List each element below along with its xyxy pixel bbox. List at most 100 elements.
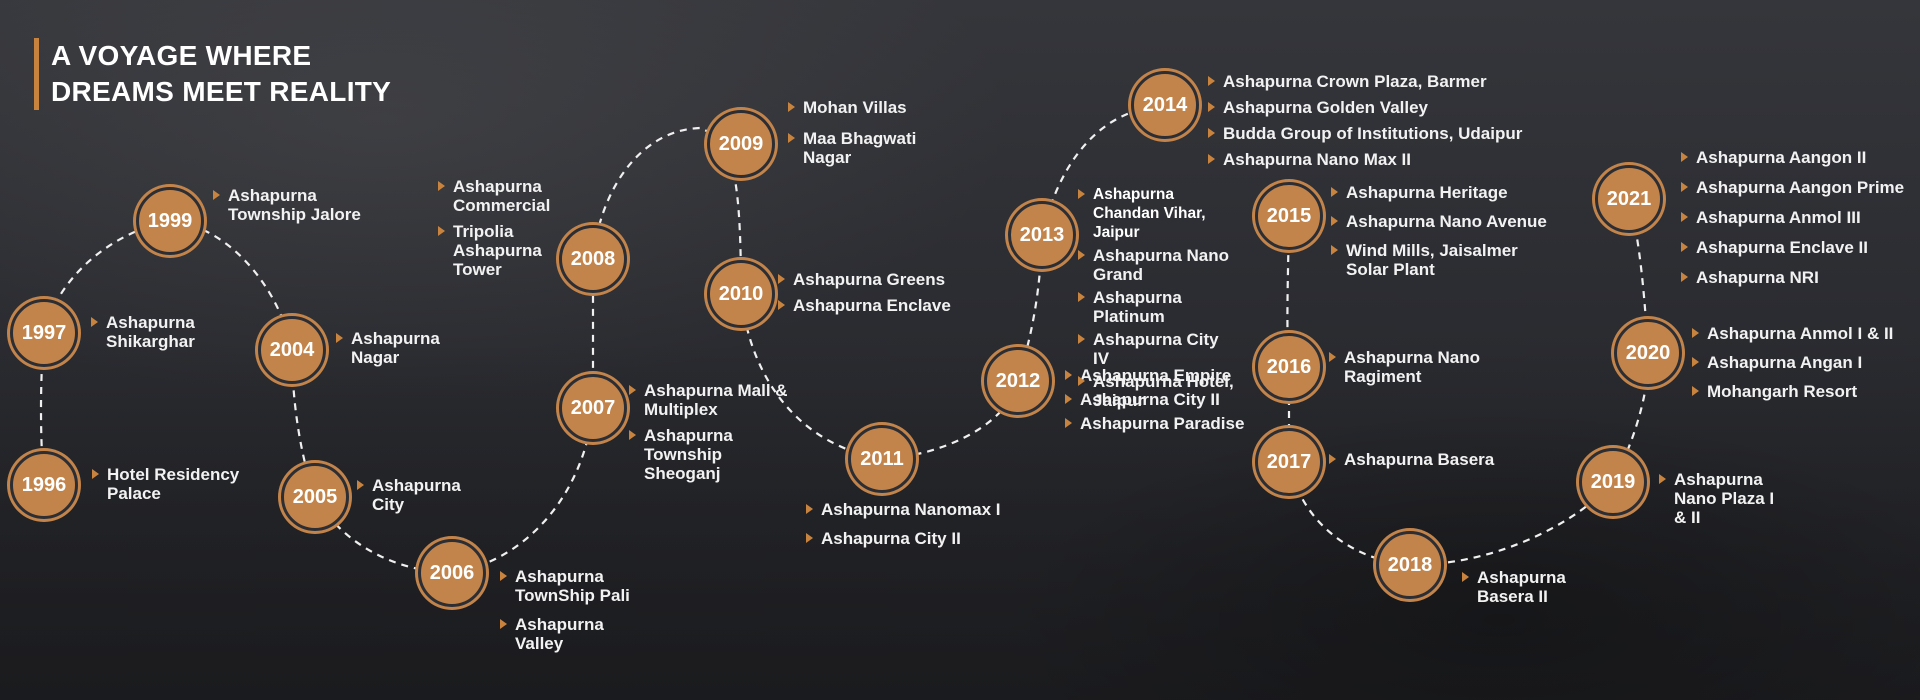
milestone-item: Ashapurna City II xyxy=(805,529,1025,548)
milestone-item: Ashapurna Hotel, Jaipur xyxy=(1077,372,1237,410)
milestone-item: Ashapurna City xyxy=(356,476,476,514)
milestone-item: Ashapurna Greens xyxy=(777,270,977,289)
milestone-list-2007: Ashapurna Mall & Multiplex Ashapurna Tow… xyxy=(628,381,798,490)
page-title-line-1: A VOYAGE WHERE xyxy=(51,40,312,71)
year-label: 2015 xyxy=(1266,204,1312,227)
milestone-item: Ashapurna Township Sheoganj xyxy=(628,426,798,483)
milestone-item: Ashapurna Enclave II xyxy=(1680,238,1915,257)
year-node-2018[interactable]: 2018 xyxy=(1376,531,1444,599)
milestone-item: Ashapurna Nagar xyxy=(335,329,455,367)
milestone-item: Ashapurna Crown Plaza, Barmer xyxy=(1207,72,1537,91)
year-node-2019[interactable]: 2019 xyxy=(1579,448,1647,516)
milestone-item: Ashapurna TownShip Pali xyxy=(499,567,649,605)
year-label: 2006 xyxy=(429,561,475,584)
milestone-item: Tripolia Ashapurna Tower xyxy=(437,222,557,279)
milestone-item: Ashapurna Golden Valley xyxy=(1207,98,1537,117)
milestone-item: Ashapurna Shikarghar xyxy=(90,313,220,351)
milestone-list-2010: Ashapurna Greens Ashapurna Enclave xyxy=(777,270,977,322)
year-node-2012[interactable]: 2012 xyxy=(984,347,1052,415)
year-node-2016[interactable]: 2016 xyxy=(1255,333,1323,401)
year-node-2021[interactable]: 2021 xyxy=(1595,165,1663,233)
year-node-2013[interactable]: 2013 xyxy=(1008,201,1076,269)
year-node-2009[interactable]: 2009 xyxy=(707,110,775,178)
milestone-item: Ashapurna Platinum xyxy=(1077,288,1237,326)
milestone-item: Budda Group of Institutions, Udaipur xyxy=(1207,124,1537,143)
year-label: 2004 xyxy=(269,338,315,361)
year-node-2004[interactable]: 2004 xyxy=(258,316,326,384)
milestone-item: Ashapurna Aangon II xyxy=(1680,148,1915,167)
milestone-item: Ashapurna Nano Plaza I & II xyxy=(1658,470,1778,527)
milestone-item: Mohan Villas xyxy=(787,98,917,117)
milestone-item: Ashapurna Valley xyxy=(499,615,649,653)
milestone-list-2014: Ashapurna Crown Plaza, Barmer Ashapurna … xyxy=(1207,72,1537,176)
year-node-1996[interactable]: 1996 xyxy=(10,451,78,519)
milestone-list-2018: Ashapurna Basera II xyxy=(1461,568,1581,613)
milestone-item: Ashapurna City II xyxy=(1064,390,1274,409)
milestone-list-2006: Ashapurna TownShip Pali Ashapurna Valley xyxy=(499,567,649,660)
milestone-item: Ashapurna NRI xyxy=(1680,268,1915,287)
milestone-item: Ashapurna Township Jalore xyxy=(212,186,382,224)
milestone-item: Ashapurna Anmol III xyxy=(1680,208,1915,227)
milestone-item: Ashapurna City IV xyxy=(1077,330,1237,368)
year-node-2014[interactable]: 2014 xyxy=(1131,71,1199,139)
milestone-list-2015: Ashapurna Heritage Ashapurna Nano Avenue… xyxy=(1330,183,1550,286)
milestone-list-2021: Ashapurna Aangon II Ashapurna Aangon Pri… xyxy=(1680,148,1915,294)
year-node-1997[interactable]: 1997 xyxy=(10,299,78,367)
year-label: 2012 xyxy=(995,369,1041,392)
year-node-2006[interactable]: 2006 xyxy=(418,539,486,607)
milestone-item: Ashapurna Angan I xyxy=(1691,353,1911,372)
milestone-list-2012: Ashapurna Empire Ashapurna City II Ashap… xyxy=(1064,366,1274,440)
year-node-2011[interactable]: 2011 xyxy=(848,425,916,493)
milestone-list-2008: Ashapurna Commercial Tripolia Ashapurna … xyxy=(437,177,557,286)
milestone-item: Mohangarh Resort xyxy=(1691,382,1911,401)
milestone-item: Ashapurna Paradise xyxy=(1064,414,1274,433)
milestone-list-1997: Ashapurna Shikarghar xyxy=(90,313,220,358)
year-label: 2013 xyxy=(1019,223,1065,246)
year-node-2008[interactable]: 2008 xyxy=(559,225,627,293)
milestone-list-2016: Ashapurna Nano Ragiment xyxy=(1328,348,1508,393)
year-node-2005[interactable]: 2005 xyxy=(281,463,349,531)
year-label: 2005 xyxy=(292,485,338,508)
milestone-item: Hotel Residency Palace xyxy=(91,465,261,503)
milestone-list-2004: Ashapurna Nagar xyxy=(335,329,455,374)
year-label: 1999 xyxy=(147,209,193,232)
milestone-item: Ashapurna Nano Avenue xyxy=(1330,212,1550,231)
milestone-list-2005: Ashapurna City xyxy=(356,476,476,521)
year-label: 2008 xyxy=(570,247,616,270)
year-label: 2016 xyxy=(1266,355,1312,378)
year-label: 2009 xyxy=(718,132,764,155)
year-label: 2011 xyxy=(860,447,904,470)
milestone-item: Maa Bhagwati Nagar xyxy=(787,129,917,167)
milestone-list-2009: Mohan Villas Maa Bhagwati Nagar xyxy=(787,98,917,174)
milestone-list-2017: Ashapurna Basera xyxy=(1328,450,1548,476)
year-node-2020[interactable]: 2020 xyxy=(1614,319,1682,387)
milestone-item: Ashapurna Mall & Multiplex xyxy=(628,381,798,419)
milestone-item: Ashapurna Commercial xyxy=(437,177,557,215)
milestone-item: Ashapurna Anmol I & II xyxy=(1691,324,1911,343)
year-node-2007[interactable]: 2007 xyxy=(559,374,627,442)
milestone-list-1996: Hotel Residency Palace xyxy=(91,465,261,510)
year-label: 2021 xyxy=(1606,187,1652,210)
milestone-item: Ashapurna Heritage xyxy=(1330,183,1550,202)
year-label: 2019 xyxy=(1590,470,1636,493)
year-label: 2018 xyxy=(1387,553,1433,576)
milestone-item: Ashapurna Aangon Prime xyxy=(1680,178,1915,197)
milestone-list-2013: Ashapurna Chandan Vihar, Jaipur Ashapurn… xyxy=(1077,185,1237,417)
year-node-1999[interactable]: 1999 xyxy=(136,187,204,255)
milestone-item: Ashapurna Nanomax I xyxy=(805,500,1025,519)
milestone-list-2019: Ashapurna Nano Plaza I & II xyxy=(1658,470,1778,534)
milestone-list-2011: Ashapurna Nanomax I Ashapurna City II xyxy=(805,500,1025,555)
page-title-line-2: DREAMS MEET REALITY xyxy=(51,76,392,107)
year-label: 2020 xyxy=(1625,341,1671,364)
year-node-2015[interactable]: 2015 xyxy=(1255,182,1323,250)
milestone-item: Ashapurna Basera xyxy=(1328,450,1548,469)
year-label: 2017 xyxy=(1266,450,1312,473)
year-node-2010[interactable]: 2010 xyxy=(707,260,775,328)
year-node-2017[interactable]: 2017 xyxy=(1255,428,1323,496)
page-title: A VOYAGE WHERE DREAMS MEET REALITY xyxy=(34,38,391,110)
milestone-item: Ashapurna Empire xyxy=(1064,366,1274,385)
year-label: 1996 xyxy=(21,473,67,496)
milestone-item: Ashapurna Nano Max II xyxy=(1207,150,1537,169)
milestone-list-2020: Ashapurna Anmol I & II Ashapurna Angan I… xyxy=(1691,324,1911,408)
